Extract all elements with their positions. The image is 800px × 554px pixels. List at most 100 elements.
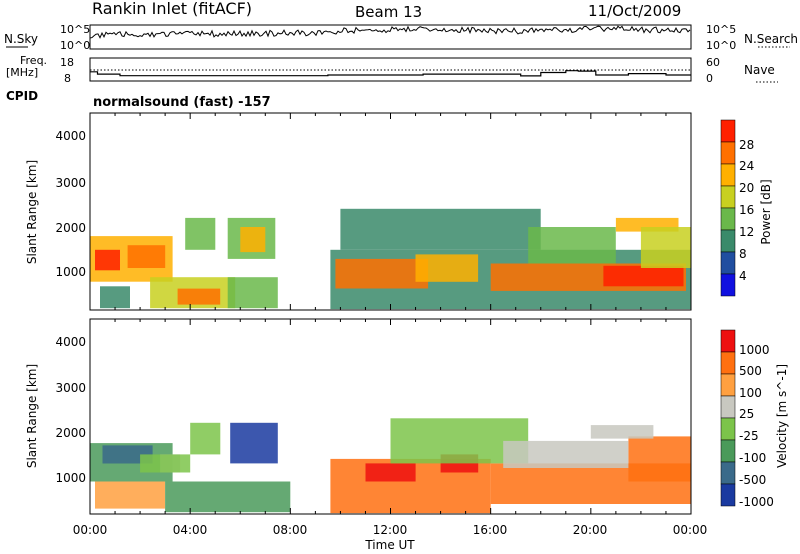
freq-right-label: Nave [744,63,775,77]
power-ytick-3000: 3000 [55,176,86,190]
noise-right-tick-top: 10^5 [706,23,736,36]
power-colorbar-segment-2 [720,163,736,187]
noise-trace [89,25,691,40]
vel-cbar-tick--25: -25 [739,429,759,443]
velocity-region-15 [140,454,191,473]
noise-left-tick-bottom: 10^0 [60,39,90,52]
vel-cbar-tick-25: 25 [739,407,754,421]
date-title: 11/Oct/2009 [588,2,681,20]
power-region-12 [415,254,479,282]
power-colorbar [720,119,736,297]
power-region-16 [528,227,616,264]
power-cbar-tick-20: 20 [739,181,754,195]
noise-right-label: N.Search [744,32,798,46]
vel-cbar-tick--1000: -1000 [739,495,774,509]
power-region-1 [95,249,120,271]
power-colorbar-segment-7 [720,273,736,297]
xtick-4: 16:00 [473,523,508,537]
velocity-region-3 [95,481,166,509]
power-colorbar-segment-4 [720,207,736,231]
velocity-region-1 [102,445,153,464]
power-colorbar-segment-0 [720,119,736,143]
velocity-colorbar-segment-4 [720,417,736,441]
power-region-15 [340,208,541,250]
velocity-axis-ticks [89,319,692,514]
power-region-3 [100,286,130,309]
power-heatmap [90,208,691,310]
power-region-18 [640,227,691,268]
vel-cbar-tick-500: 500 [739,364,762,378]
power-cbar-tick-24: 24 [739,159,754,173]
power-colorbar-segment-1 [720,141,736,165]
freq-left-tick-bottom: 8 [64,72,71,85]
power-colorbar-segment-6 [720,251,736,275]
xtick-2: 08:00 [273,523,308,537]
xtick-6: 00:00 [673,523,708,537]
power-colorbar-segment-5 [720,229,736,253]
power-ytick-1000: 1000 [55,265,86,279]
power-region-9 [185,217,216,250]
power-region-8 [240,227,266,253]
velocity-region-14 [590,425,654,439]
velocity-region-8 [365,463,416,482]
power-region-11 [335,258,429,289]
vel-ytick-2000: 2000 [55,426,86,440]
noise-left-tick-top: 10^5 [60,23,90,36]
noise-trace-line [89,25,691,40]
velocity-colorbar-segment-5 [720,439,736,463]
power-ytick-4000: 4000 [55,129,86,143]
xtick-3: 12:00 [373,523,408,537]
velocity-colorbar-segment-2 [720,373,736,397]
power-region-14 [603,265,684,287]
power-cbar-tick-28: 28 [739,138,754,152]
velocity-colorbar-segment-6 [720,461,736,485]
power-colorbar-segment-3 [720,185,736,209]
velocity-heatmap [90,418,691,514]
freq-trace [90,70,691,77]
freq-left-label: Freq. [20,54,47,67]
freq-right-tick-bottom: 0 [706,72,713,85]
velocity-ylabel: Slant Range [km] [25,364,39,468]
xtick-0: 00:00 [73,523,108,537]
cpid-text: normalsound (fast) -157 [93,95,271,110]
velocity-colorbar-segment-3 [720,395,736,419]
power-cbar-tick-8: 8 [739,247,747,261]
velocity-colorbar-segment-1 [720,351,736,375]
power-colorbar-label: Power [dB] [759,179,773,244]
velocity-colorbar-segment-7 [720,483,736,507]
beam-title: Beam 13 [355,3,422,21]
velocity-colorbar [720,329,736,507]
velocity-region-11 [628,436,691,482]
velocity-region-5 [230,422,278,464]
velocity-region-13 [503,440,629,468]
power-region-6 [227,277,278,309]
vel-cbar-tick-100: 100 [739,386,762,400]
noise-strip-frame [89,24,692,50]
velocity-colorbar-label: Velocity [m s^-1] [775,364,789,468]
velocity-region-6 [190,422,221,455]
power-axis-ticks [89,113,692,310]
freq-left-tick-top: 18 [60,56,74,69]
noise-right-tick-bottom: 10^0 [706,39,736,52]
power-cbar-tick-4: 4 [739,269,747,283]
vel-cbar-tick--500: -500 [739,473,766,487]
xaxis-label: Time UT [364,538,415,552]
velocity-region-4 [165,481,291,513]
vel-ytick-3000: 3000 [55,381,86,395]
vel-cbar-tick-1000: 1000 [739,343,770,357]
freq-right-tick-top: 60 [706,56,720,69]
power-ylabel: Slant Range [km] [25,160,39,264]
power-ytick-2000: 2000 [55,221,86,235]
xtick-5: 20:00 [573,523,608,537]
power-cbar-tick-12: 12 [739,225,754,239]
vel-ytick-1000: 1000 [55,471,86,485]
power-region-2 [127,245,166,268]
xtick-1: 04:00 [173,523,208,537]
freq-left-unit: [MHz] [6,66,38,79]
freq-strip-frame [89,57,692,82]
vel-ytick-4000: 4000 [55,335,86,349]
noise-left-label: N.Sky [4,32,38,46]
power-cbar-tick-16: 16 [739,203,754,217]
cpid-label: CPID [6,89,38,103]
